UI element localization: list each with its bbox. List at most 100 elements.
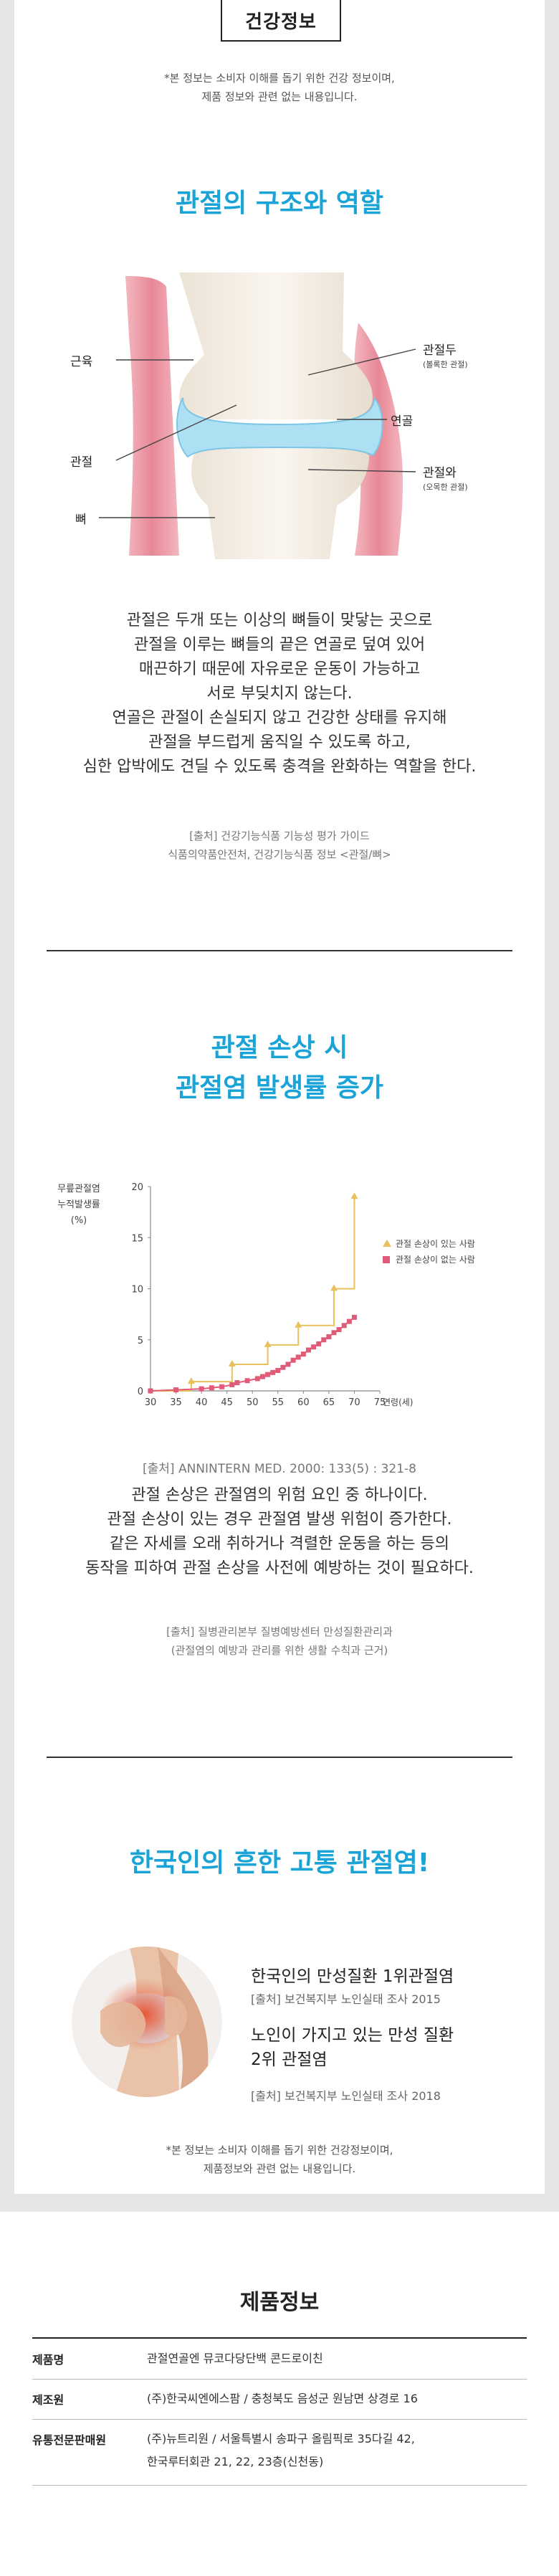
body-line: 관절은 두개 또는 이상의 뼈들이 맞닿는 곳으로 bbox=[126, 612, 433, 629]
series-point-square bbox=[234, 1380, 240, 1386]
label-joint-head-sub: (볼록한 관절) bbox=[423, 360, 468, 369]
x-tick-label: 60 bbox=[297, 1397, 310, 1408]
y-tick-label: 0 bbox=[138, 1387, 143, 1397]
product-info-title: 제품정보 bbox=[239, 2290, 320, 2315]
body-line: 서로 부딪치지 않는다. bbox=[206, 685, 353, 703]
series-point-square bbox=[346, 1318, 352, 1324]
section-title-box: 건강정보 bbox=[221, 0, 341, 42]
stat2-title-line: 2위 관절염 bbox=[251, 2050, 328, 2069]
series-point-square bbox=[331, 1330, 337, 1336]
series-point-square bbox=[209, 1385, 214, 1391]
spec-row-product-name: 제품명 관절연골엔 뮤코다당단백 콘드로이친 bbox=[32, 2339, 527, 2380]
x-tick-label: 35 bbox=[170, 1397, 182, 1408]
series-point-square bbox=[341, 1323, 347, 1329]
ylabel-line: (%) bbox=[70, 1215, 87, 1226]
y-tick-label: 15 bbox=[131, 1233, 143, 1244]
series-point-square bbox=[336, 1327, 342, 1332]
spec-key: 유통전문판매원 bbox=[32, 2433, 107, 2447]
series-point-square bbox=[351, 1314, 357, 1320]
body-line: 연골은 관절이 손실되지 않고 건강한 상태를 유지해 bbox=[112, 709, 447, 727]
disclaimer-line: *본 정보는 소비자 이해를 돕기 위한 건강정보이며, bbox=[166, 2144, 393, 2157]
bone-lower bbox=[191, 447, 369, 559]
series-line-0 bbox=[150, 1197, 355, 1392]
legend-marker-triangle bbox=[383, 1240, 391, 1247]
label-muscle: 근육 bbox=[70, 355, 93, 369]
series-point-square bbox=[275, 1368, 281, 1373]
disclaimer-bottom: *본 정보는 소비자 이해를 돕기 위한 건강정보이며, 제품정보와 관련 없는… bbox=[0, 2141, 559, 2178]
damage-heading: 관절 손상 시 관절염 발생률 증가 bbox=[0, 1028, 559, 1108]
x-tick-label: 50 bbox=[247, 1397, 259, 1408]
y-tick-label: 10 bbox=[131, 1285, 143, 1296]
ylabel-line: 누적발생률 bbox=[57, 1199, 100, 1210]
series-point-triangle bbox=[264, 1340, 272, 1347]
y-tick-label: 5 bbox=[138, 1336, 143, 1346]
x-tick-label: 40 bbox=[196, 1397, 208, 1408]
body-line: 심한 압박에도 견딜 수 있도록 충격을 완화하는 역할을 한다. bbox=[82, 758, 477, 776]
disclaimer-line: 제품 정보와 관련 없는 내용입니다. bbox=[201, 90, 358, 103]
joint-structure-heading: 관절의 구조와 역할 bbox=[175, 189, 384, 218]
series-point-square bbox=[280, 1364, 286, 1370]
series-point-square bbox=[321, 1337, 327, 1343]
body-line: 관절 손상이 있는 경우 관절염 발생 위험이 증가한다. bbox=[107, 1511, 452, 1529]
body-line: 같은 자세를 오래 취하거나 격렬한 운동을 하는 등의 bbox=[110, 1535, 449, 1553]
pointer-joint-head bbox=[307, 348, 416, 376]
series-point-square bbox=[148, 1388, 153, 1394]
label-bone: 뼈 bbox=[75, 513, 87, 527]
chart-ylabel: 무릎관절염 누적발생률 (%) bbox=[50, 1182, 108, 1229]
x-tick-label: 70 bbox=[348, 1397, 360, 1408]
series-point-square bbox=[326, 1334, 332, 1339]
series-point-square bbox=[295, 1354, 301, 1360]
pointer-joint-socket bbox=[307, 469, 416, 472]
common-arthritis-heading: 한국인의 흔한 고통 관절염! bbox=[129, 1848, 430, 1878]
spec-value: (주)한국씨엔에스팜 / 충청북도 음성군 원남면 상경로 16 bbox=[147, 2392, 418, 2405]
disclaimer-line: *본 정보는 소비자 이해를 돕기 위한 건강 정보이며, bbox=[164, 72, 395, 85]
stat2-title-line: 노인이 가지고 있는 만성 질환 bbox=[251, 2026, 454, 2045]
spec-value-line: 한국루터회관 21, 22, 23층(신천동) bbox=[147, 2455, 324, 2468]
product-table-top-border bbox=[32, 2337, 527, 2339]
stat2-title: 노인이 가지고 있는 만성 질환 2위 관절염 bbox=[251, 2023, 454, 2072]
x-tick-label: 30 bbox=[145, 1397, 157, 1408]
series-line-1 bbox=[150, 1316, 355, 1392]
series-point-triangle bbox=[228, 1359, 236, 1367]
source-line: 식품의약품안전처, 건강기능식품 정보 <관절/뼈> bbox=[168, 848, 391, 861]
x-tick-label: 65 bbox=[323, 1397, 335, 1408]
damage-body: 관절 손상은 관절염의 위험 요인 중 하나이다. 관절 손상이 있는 경우 관… bbox=[0, 1483, 559, 1581]
series-point-triangle bbox=[187, 1377, 195, 1384]
damage-heading-line: 관절염 발생률 증가 bbox=[175, 1073, 384, 1103]
series-point-square bbox=[244, 1378, 250, 1384]
x-tick-label: 55 bbox=[272, 1397, 285, 1408]
source-line: [출처] 건강기능식품 기능성 평가 가이드 bbox=[189, 830, 370, 842]
body-line: 매끈하기 때문에 자유로운 운동이 가능하고 bbox=[138, 660, 421, 678]
series-point-square bbox=[173, 1387, 179, 1393]
pointer-joint bbox=[115, 404, 237, 461]
body-line: 관절을 이루는 뼈들의 끝은 연골로 덮여 있어 bbox=[133, 636, 426, 654]
x-axis-label: 연령(세) bbox=[383, 1397, 413, 1407]
source-line: [출처] 질병관리본부 질병예방센터 만성질환관리과 bbox=[166, 1625, 393, 1638]
joint-structure-source: [출처] 건강기능식품 기능성 평가 가이드 식품의약품안전처, 건강기능식품 … bbox=[0, 827, 559, 864]
section-divider bbox=[47, 950, 512, 951]
stat1-title: 한국인의 만성질환 1위관절염 bbox=[251, 1967, 454, 1986]
section-divider bbox=[47, 1757, 512, 1758]
chart-source: [출처] ANNINTERN MED. 2000: 133(5) : 321-8 bbox=[143, 1462, 416, 1476]
section-title: 건강정보 bbox=[245, 11, 317, 33]
muscle-left bbox=[125, 276, 179, 556]
spec-value: 관절연골엔 뮤코다당단백 콘드로이친 bbox=[147, 2352, 323, 2365]
disclaimer-top: *본 정보는 소비자 이해를 돕기 위한 건강 정보이며, 제품 정보와 관련 … bbox=[0, 69, 559, 106]
x-tick-label: 45 bbox=[221, 1397, 233, 1408]
series-point-square bbox=[254, 1376, 260, 1382]
body-line: 관절 손상은 관절염의 위험 요인 중 하나이다. bbox=[131, 1486, 428, 1504]
series-point-square bbox=[316, 1341, 322, 1346]
series-point-square bbox=[265, 1372, 271, 1377]
series-point-triangle bbox=[350, 1192, 358, 1199]
series-point-square bbox=[300, 1351, 306, 1357]
stat2-source: [출처] 보건복지부 노인실태 조사 2018 bbox=[251, 2089, 441, 2103]
legend-label: 관절 손상이 있는 사람 bbox=[396, 1239, 475, 1249]
series-point-square bbox=[219, 1384, 225, 1389]
spec-row-manufacturer: 제조원 (주)한국씨엔에스팜 / 충청북도 음성군 원남면 상경로 16 bbox=[32, 2379, 527, 2420]
joint-structure-body: 관절은 두개 또는 이상의 뼈들이 맞닿는 곳으로 관절을 이루는 뼈들의 끝은… bbox=[0, 609, 559, 779]
series-point-square bbox=[229, 1382, 235, 1387]
damage-heading-line: 관절 손상 시 bbox=[211, 1033, 348, 1063]
series-point-square bbox=[305, 1347, 311, 1353]
series-point-square bbox=[290, 1357, 296, 1363]
